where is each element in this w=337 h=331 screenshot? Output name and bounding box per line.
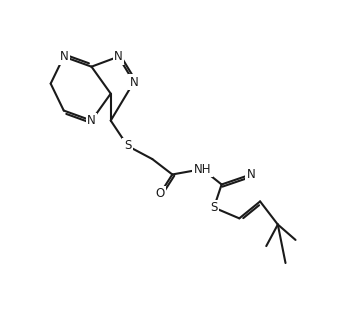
Text: N: N — [246, 168, 255, 181]
Text: S: S — [210, 201, 218, 214]
Text: NH: NH — [194, 163, 211, 175]
Text: S: S — [124, 139, 131, 153]
Text: O: O — [155, 187, 165, 200]
Text: N: N — [87, 114, 96, 127]
Text: N: N — [114, 50, 123, 63]
Text: N: N — [59, 50, 68, 63]
Text: N: N — [129, 75, 138, 89]
